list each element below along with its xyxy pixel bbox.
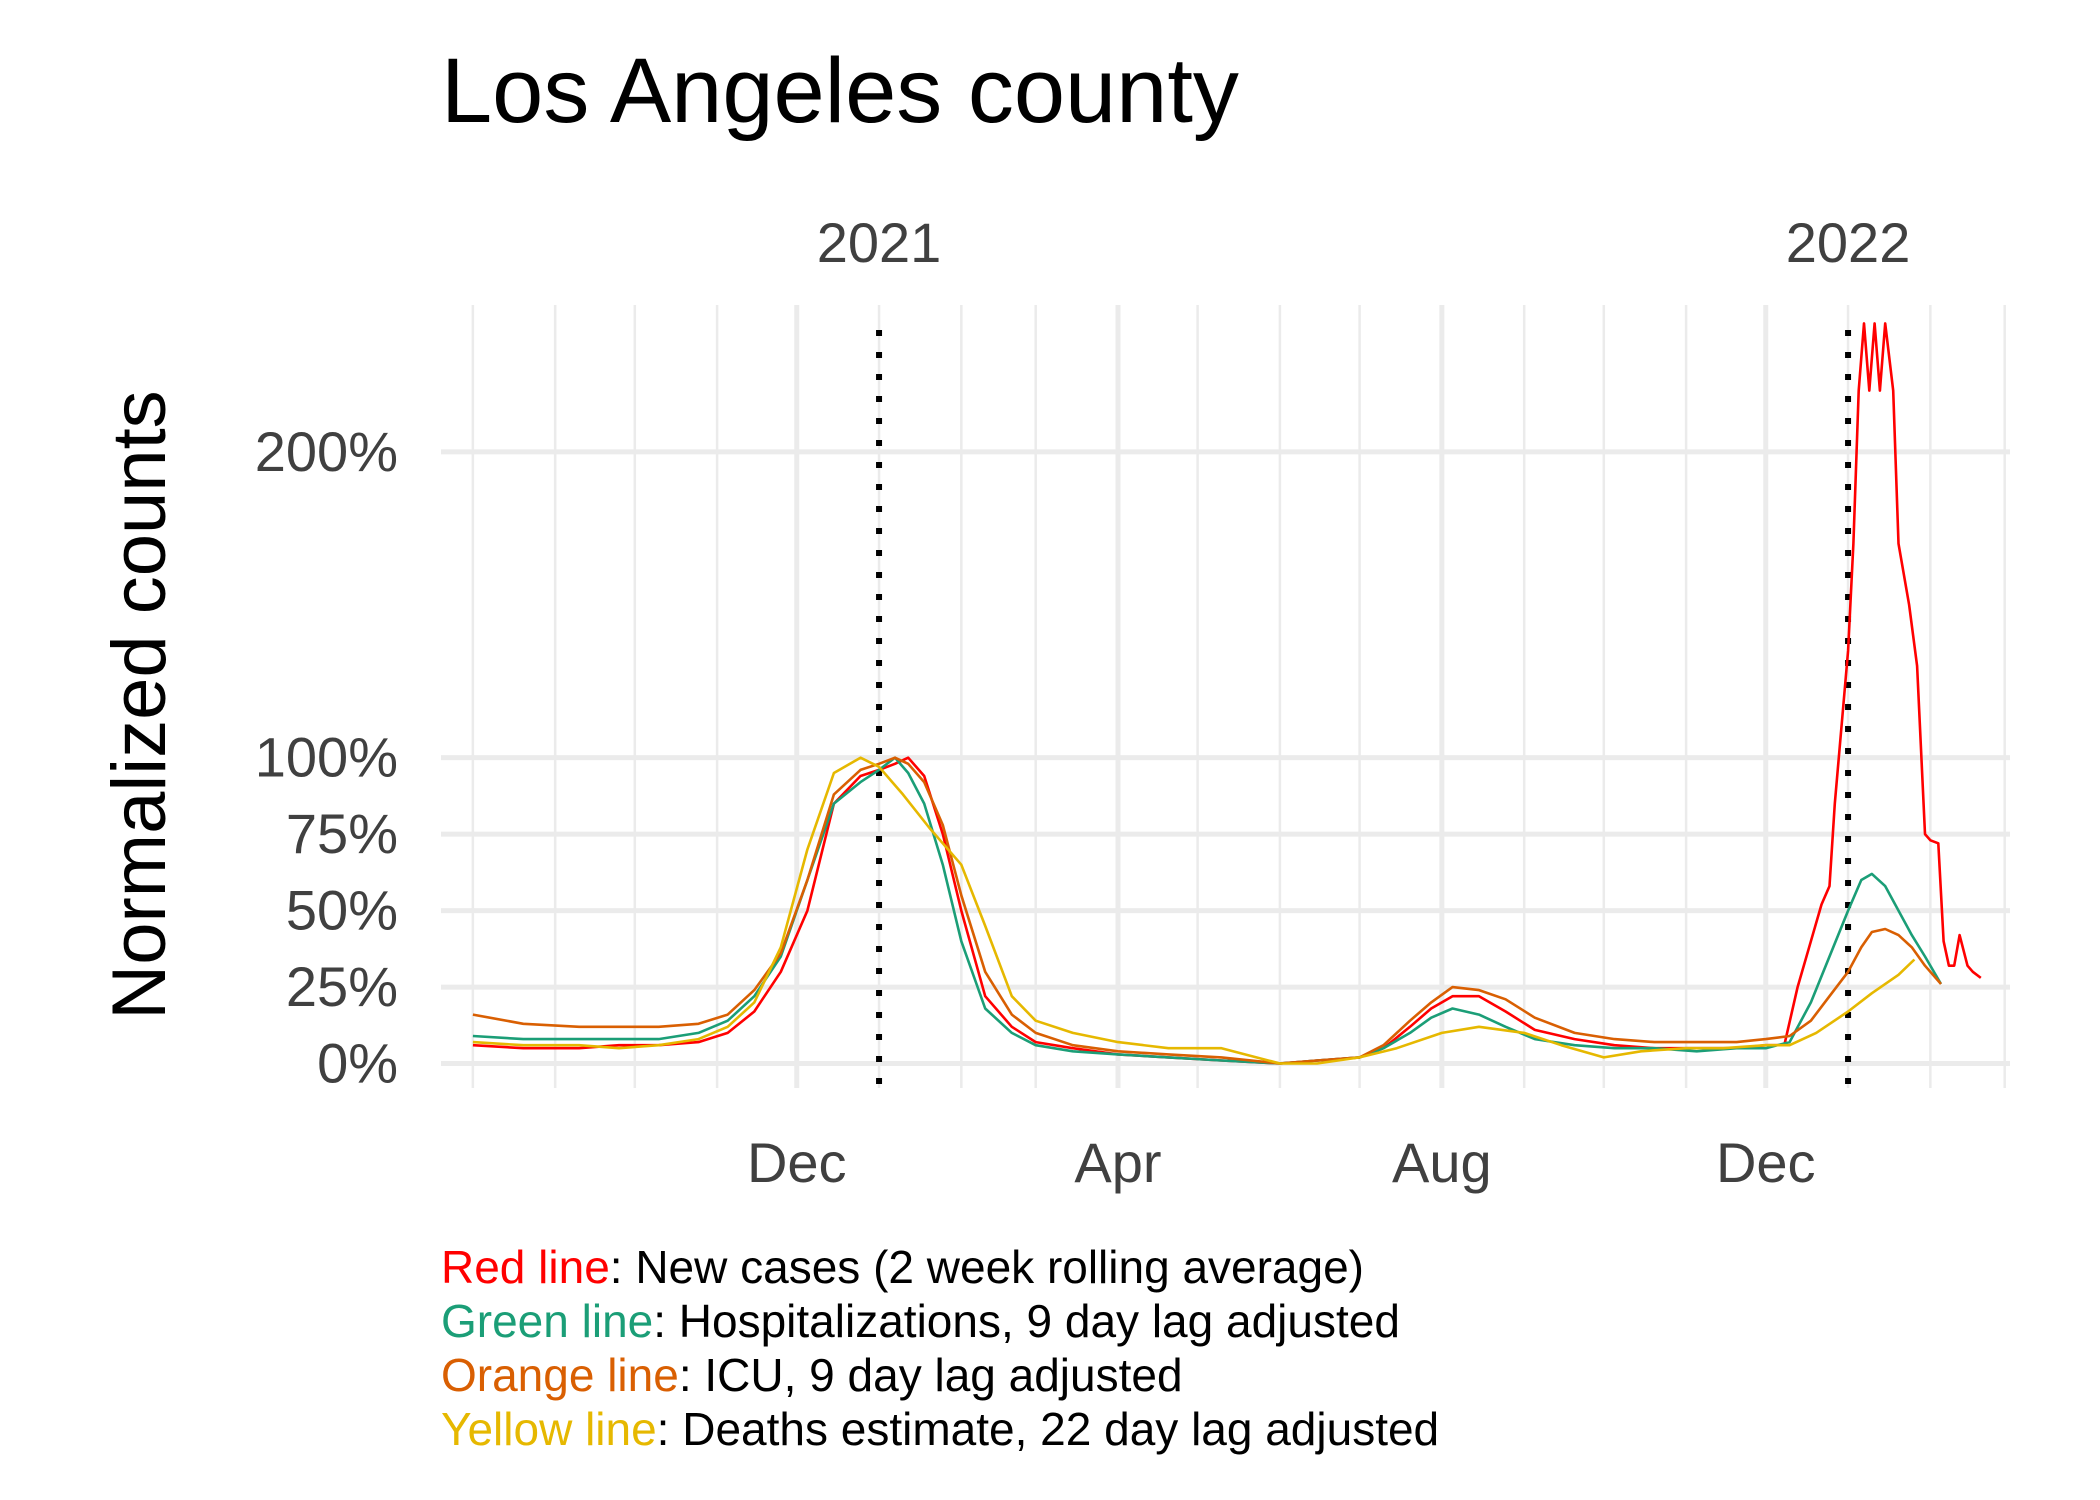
axis-ticks: 0% 25% 50% 75% 100% 200% Dec Apr Aug Dec <box>255 420 1816 1194</box>
y-tick-label: 50% <box>286 879 398 942</box>
year-marker-label: 2021 <box>817 211 942 274</box>
y-tick-label: 75% <box>286 802 398 865</box>
y-tick-label: 25% <box>286 955 398 1018</box>
legend-description: : ICU, 9 day lag adjusted <box>678 1349 1183 1401</box>
year-markers: 2021 2022 <box>817 211 1911 1098</box>
y-axis-label: Normalized counts <box>97 390 182 1019</box>
legend-entry-icu: Orange line: ICU, 9 day lag adjusted <box>441 1348 1439 1402</box>
legend-description: : Hospitalizations, 9 day lag adjusted <box>653 1295 1400 1347</box>
legend-caption: Red line: New cases (2 week rolling aver… <box>441 1240 1439 1456</box>
legend-colored-label: Orange line <box>441 1349 679 1401</box>
legend-colored-label: Red line <box>441 1241 610 1293</box>
legend-colored-label: Yellow line <box>441 1403 657 1455</box>
chart-title: Los Angeles county <box>441 40 1239 142</box>
series-deaths-line <box>472 756 1916 1065</box>
x-tick-label: Dec <box>1716 1131 1816 1194</box>
legend-description: : Deaths estimate, 22 day lag adjusted <box>656 1403 1440 1455</box>
year-marker-label: 2022 <box>1786 211 1911 274</box>
legend-description: : New cases (2 week rolling average) <box>609 1241 1364 1293</box>
y-tick-label: 0% <box>317 1032 398 1095</box>
x-tick-label: Apr <box>1074 1131 1161 1194</box>
x-tick-label: Aug <box>1392 1131 1492 1194</box>
series-lines <box>472 322 1982 1065</box>
legend-colored-label: Green line <box>441 1295 654 1347</box>
y-tick-label: 100% <box>255 726 398 789</box>
legend-entry-cases: Red line: New cases (2 week rolling aver… <box>441 1240 1439 1294</box>
x-tick-label: Dec <box>747 1131 847 1194</box>
legend-entry-deaths: Yellow line: Deaths estimate, 22 day lag… <box>441 1402 1439 1456</box>
y-tick-label: 200% <box>255 420 398 483</box>
grid <box>441 305 2010 1088</box>
series-cases-line <box>472 322 1982 1065</box>
legend-entry-hospitalizations: Green line: Hospitalizations, 9 day lag … <box>441 1294 1439 1348</box>
series-icu-line <box>472 756 1942 1065</box>
